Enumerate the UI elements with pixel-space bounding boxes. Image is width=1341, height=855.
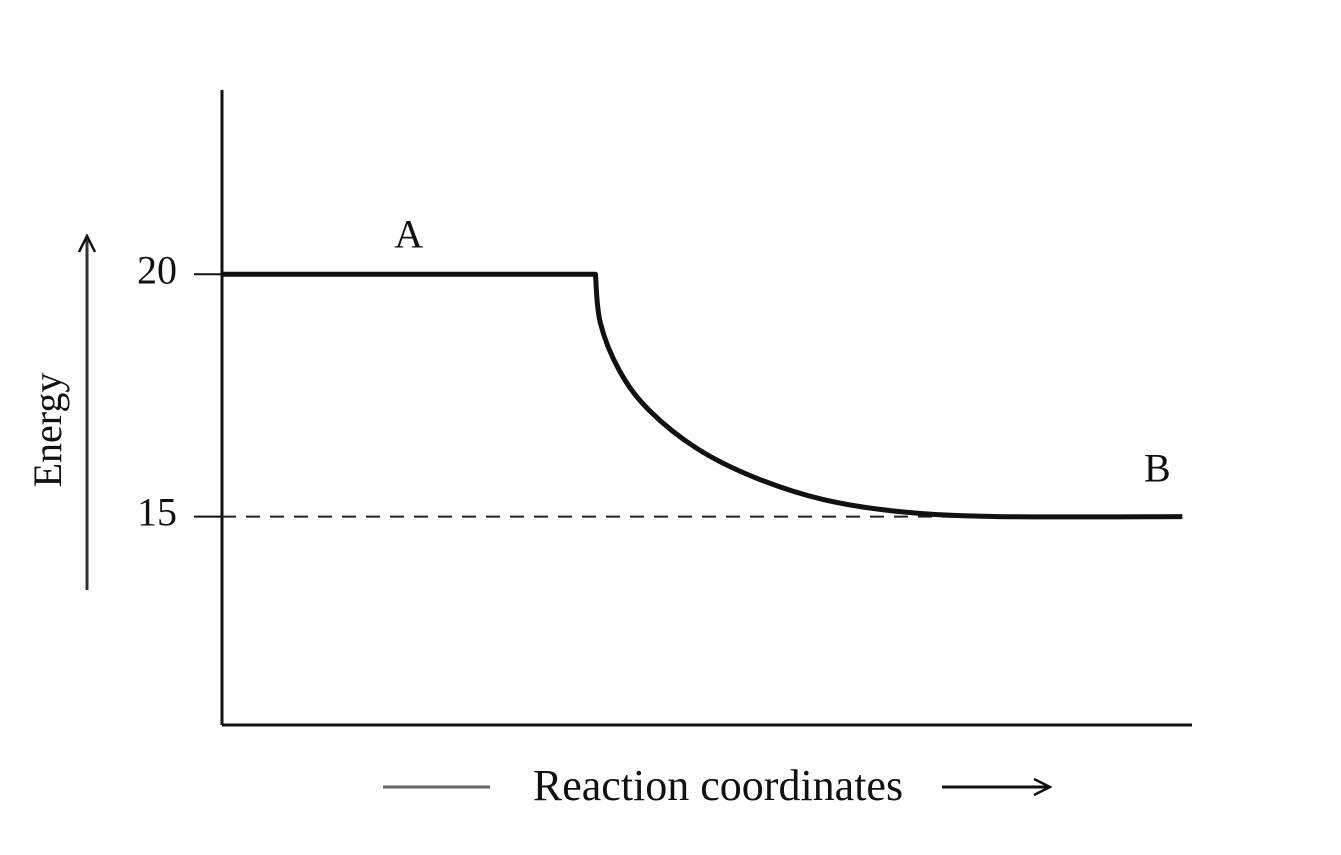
y-tick-label: 15 [137, 490, 177, 535]
energy-curve [222, 271, 1183, 520]
annotation: B [1144, 446, 1171, 491]
annotation: A [394, 211, 423, 256]
x-axis-label: Reaction coordinates [533, 761, 903, 810]
y-tick-label: 20 [137, 247, 177, 292]
y-axis-label: Energy [25, 373, 70, 488]
